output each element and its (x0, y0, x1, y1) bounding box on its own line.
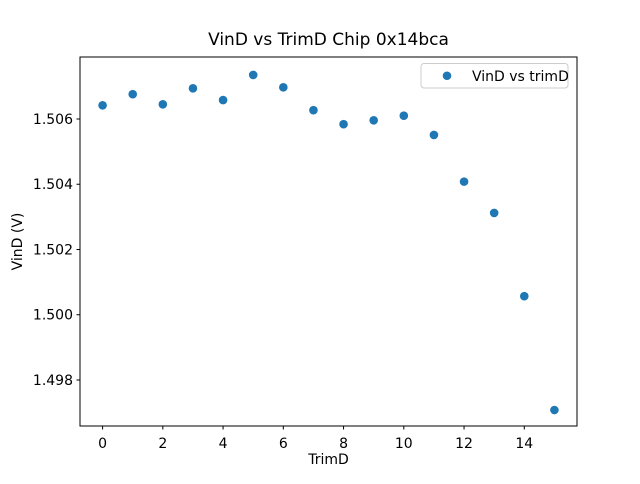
x-tick-label: 0 (98, 436, 107, 452)
data-point (98, 100, 107, 110)
x-axis-label: TrimD (307, 452, 349, 468)
data-point (188, 84, 198, 93)
data-point (279, 83, 288, 92)
data-point (369, 115, 378, 125)
data-point (128, 89, 138, 99)
plot-area (79, 56, 578, 427)
x-tick-label: 6 (279, 436, 288, 452)
x-tick-label: 10 (395, 436, 413, 452)
y-tick-label: 1.506 (33, 112, 73, 128)
y-tick-label: 1.498 (33, 373, 73, 389)
x-tick-label: 4 (219, 436, 228, 452)
data-point (158, 100, 168, 109)
data-point (218, 95, 228, 105)
y-axis-label: VinD (V) (10, 213, 26, 271)
legend-box (420, 63, 569, 89)
legend-marker-icon (442, 71, 452, 81)
data-point (248, 70, 258, 80)
chart-title: VinD vs TrimD Chip 0x14bca (208, 30, 449, 50)
data-point (550, 405, 559, 415)
x-tick-label: 2 (158, 436, 167, 452)
data-point (399, 111, 409, 121)
legend-label: VinD vs trimD (472, 69, 569, 85)
y-tick-label: 1.504 (33, 177, 73, 193)
y-tick-label: 1.500 (33, 308, 73, 324)
data-point (339, 119, 348, 129)
y-tick-label: 1.502 (33, 242, 73, 258)
data-point (429, 130, 439, 140)
data-point (309, 105, 318, 115)
x-tick-label: 14 (515, 436, 533, 452)
data-point (519, 291, 529, 301)
data-point (459, 177, 469, 186)
x-tick-label: 12 (455, 436, 473, 452)
data-point (489, 208, 499, 218)
x-tick-label: 8 (339, 436, 348, 452)
